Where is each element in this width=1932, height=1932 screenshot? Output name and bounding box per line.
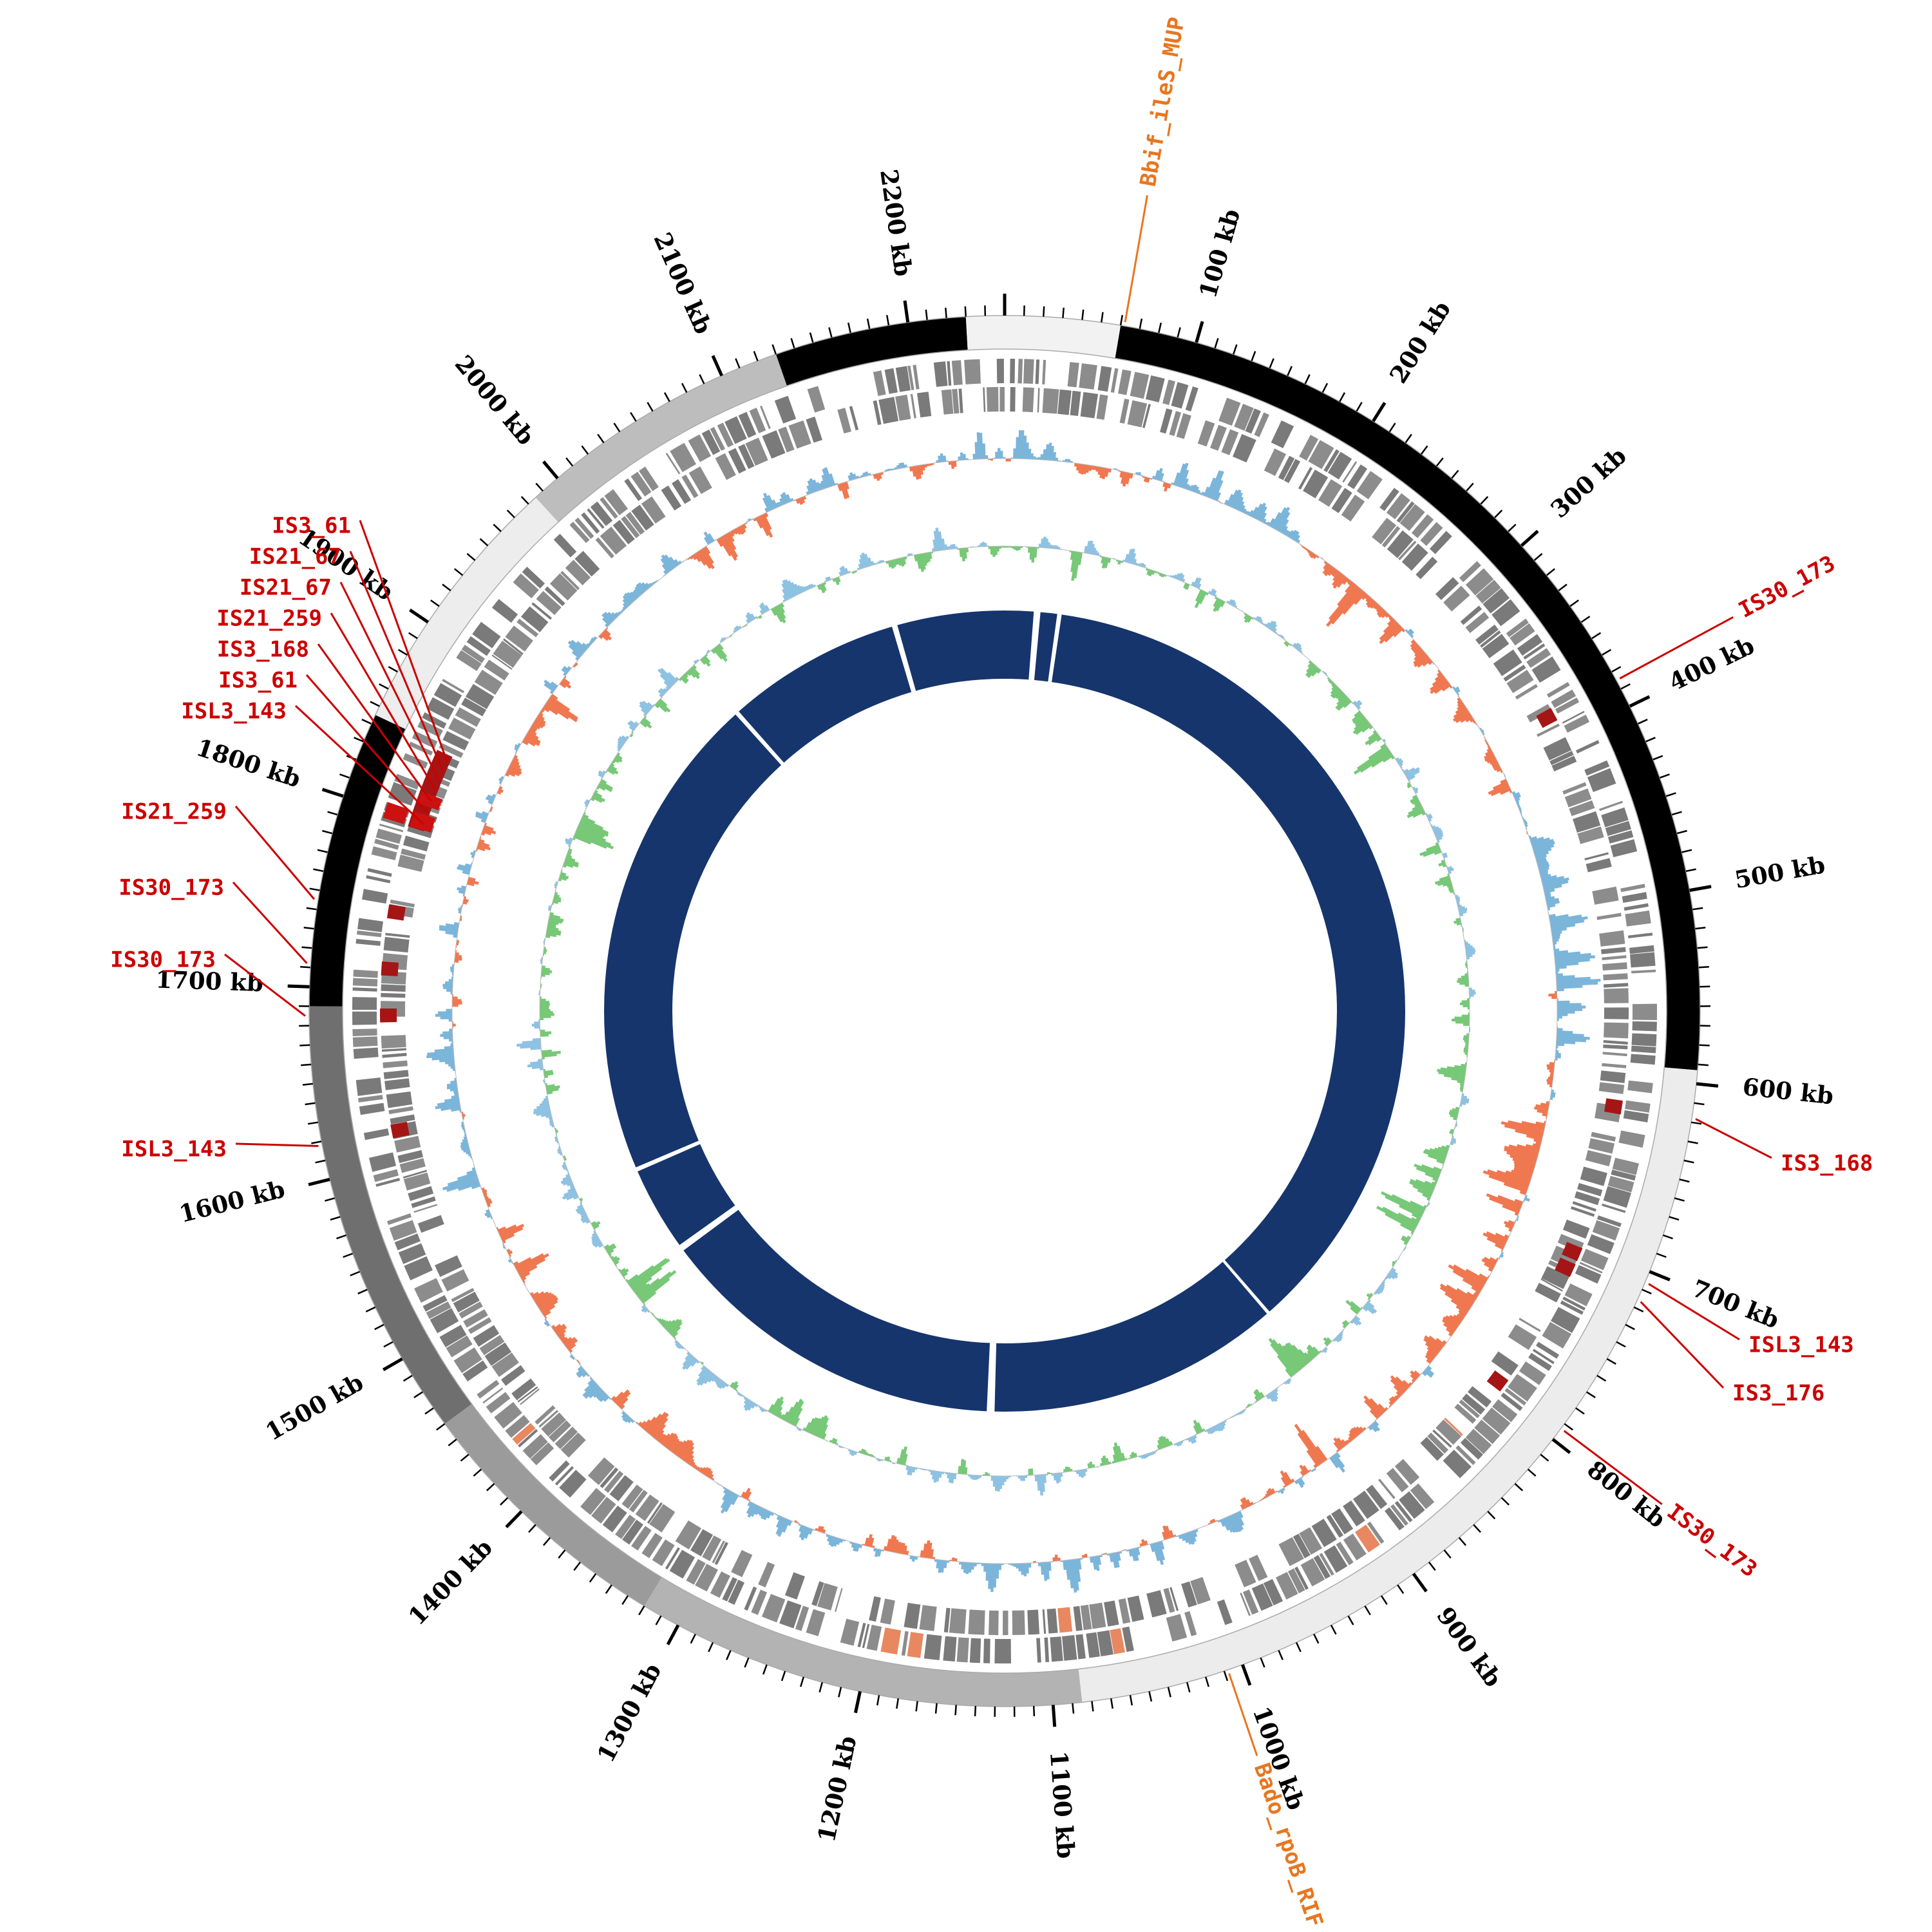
is-tile: [383, 802, 409, 824]
tick-label: 300 kb: [1545, 441, 1632, 523]
marker-line: [359, 520, 448, 762]
marker-line: [1695, 1118, 1772, 1159]
tick-label: 1400 kb: [402, 1533, 498, 1631]
marker-line: [349, 551, 444, 772]
contig-segment: [1115, 325, 1700, 1070]
alignment-gap: [633, 1139, 703, 1173]
marker-label: IS21_259: [216, 606, 322, 632]
marker-line: [1648, 1283, 1740, 1341]
tick-label: 1500 kb: [261, 1368, 368, 1446]
tick-label: 1600 kb: [176, 1175, 288, 1228]
tick-label: 1200 kb: [812, 1733, 862, 1844]
marker-line: [317, 643, 432, 802]
axis-tick-labels: 100 kb 200 kb 300 kb 400 kb 500 kb 600 kb 700 …: [155, 167, 1835, 1860]
contig-segment: [309, 715, 406, 1007]
contig-segment: [444, 1404, 662, 1606]
alignment-gap: [1047, 611, 1063, 685]
marker-label: IS21_259: [121, 799, 227, 825]
marker-line: [232, 881, 308, 964]
alignment-gap: [677, 1204, 741, 1253]
tick-label: 400 kb: [1664, 631, 1759, 697]
marker-label: IS30_173: [1662, 1499, 1762, 1582]
marker-label: IS3_168: [1781, 1151, 1873, 1177]
axis-ticks: [287, 294, 1719, 1727]
marker-label: ISL3_143: [181, 699, 287, 724]
contig-segment: [644, 1577, 1083, 1707]
alignment-gap: [891, 622, 917, 695]
is-dash: [386, 904, 406, 921]
marker-line: [1619, 616, 1734, 679]
marker-label: ISL3_143: [121, 1137, 227, 1162]
alignment-gap: [734, 709, 786, 768]
tick-label: 500 kb: [1732, 850, 1827, 894]
marker-label: IS3_61: [218, 668, 298, 694]
contig-segment: [1078, 1067, 1698, 1703]
marker-label: IS3_168: [217, 637, 309, 663]
tick-label: 1100 kb: [1045, 1750, 1081, 1859]
marker-label: IS3_176: [1732, 1381, 1824, 1406]
marker-label: IS30_173: [110, 947, 216, 973]
tick-label: 800 kb: [1582, 1455, 1671, 1533]
contig-segment: [375, 497, 558, 730]
is-dash: [390, 1121, 410, 1139]
tick-label: 2200 kb: [875, 167, 918, 278]
marker-line: [235, 1142, 319, 1147]
tick-label: 1800 kb: [193, 733, 305, 793]
marker-label: ISL3_143: [1748, 1332, 1854, 1358]
tick-label: 600 kb: [1741, 1072, 1835, 1110]
marker-label: Bbif_ileS_MUP: [1135, 15, 1190, 189]
contig-segment: [535, 354, 787, 522]
alignment-gap: [1220, 1258, 1271, 1316]
is-tile: [410, 811, 436, 833]
tick-label: 700 kb: [1688, 1274, 1783, 1334]
marker-line: [1228, 1673, 1258, 1756]
marker-line: [339, 582, 440, 782]
alignment-ring: [604, 609, 1405, 1414]
tick-label: 2100 kb: [648, 228, 717, 338]
marker-line: [1563, 1430, 1663, 1506]
contig-segment: [965, 315, 1121, 359]
tick-label: 200 kb: [1384, 296, 1456, 388]
marker-line: [1124, 194, 1148, 323]
contig-ring: [308, 315, 1701, 1707]
marker-label: IS30_173: [118, 875, 224, 901]
marker-label: IS21_67: [240, 575, 332, 601]
tick-label: 2000 kb: [450, 350, 540, 450]
marker-label: IS3_61: [272, 513, 351, 539]
marker-label: IS21_67: [249, 544, 341, 570]
marker-line: [234, 806, 316, 900]
alignment-gap: [1028, 609, 1041, 683]
gene-rings: [352, 359, 1657, 1664]
gc-skew-ring: [516, 527, 1476, 1496]
marker-label: IS30_173: [1734, 551, 1839, 623]
tick-label: 100 kb: [1193, 205, 1245, 301]
contig-segment: [775, 316, 968, 386]
tick-label: 900 kb: [1431, 1602, 1508, 1692]
contig-segment: [308, 1006, 472, 1424]
tick-label: 1300 kb: [591, 1658, 667, 1766]
marker-line: [305, 674, 428, 813]
is-dash: [1536, 708, 1558, 728]
is-dash: [1604, 1098, 1623, 1115]
marker-line: [294, 705, 424, 825]
marker-line: [330, 612, 437, 791]
marker-line: [1640, 1301, 1725, 1389]
marker-line: [224, 953, 306, 1017]
is-element-marks: [379, 708, 1623, 1392]
gc-content-ring: [426, 430, 1601, 1593]
is-dash: [1562, 1242, 1583, 1262]
is-dash: [1555, 1257, 1576, 1278]
is-dash: [1486, 1370, 1509, 1392]
